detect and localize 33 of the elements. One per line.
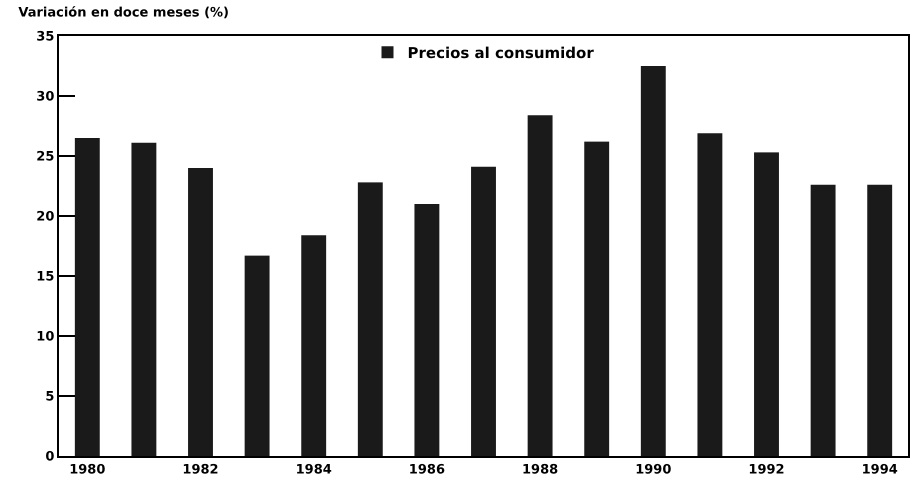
bar: [131, 142, 156, 456]
legend-label: Precios al consumidor: [408, 44, 594, 62]
bar: [188, 168, 213, 456]
y-tick-label: 25: [36, 150, 54, 165]
x-tick-label: 1988: [522, 462, 558, 478]
chart-title: Variación en doce meses (%): [18, 5, 229, 20]
x-tick-label: 1982: [182, 462, 219, 478]
x-tick-label: 1986: [408, 462, 445, 478]
bar: [867, 184, 892, 456]
x-tick-label: 1984: [296, 462, 332, 478]
bar: [528, 115, 553, 456]
bar: [754, 152, 779, 456]
bar: [810, 184, 836, 456]
bar: [358, 182, 383, 456]
y-tick-label: 0: [45, 450, 54, 465]
x-tick-label: 1990: [635, 462, 672, 478]
bar: [414, 204, 440, 456]
bar: [697, 133, 722, 456]
bar: [584, 142, 610, 456]
y-tick-label: 15: [36, 270, 54, 285]
bar: [471, 166, 496, 456]
y-tick-label: 20: [36, 210, 54, 225]
bar: [640, 66, 666, 456]
x-tick-label: 1980: [69, 462, 106, 478]
x-tick-label: 1994: [862, 462, 898, 478]
y-tick-label: 35: [36, 30, 54, 45]
bar: [74, 138, 100, 456]
y-tick-label: 10: [36, 330, 54, 345]
y-tick-label: 30: [36, 90, 54, 105]
bar: [301, 235, 326, 456]
x-tick-label: 1992: [748, 462, 785, 478]
bar: [244, 256, 270, 456]
y-tick-label: 5: [45, 390, 54, 405]
